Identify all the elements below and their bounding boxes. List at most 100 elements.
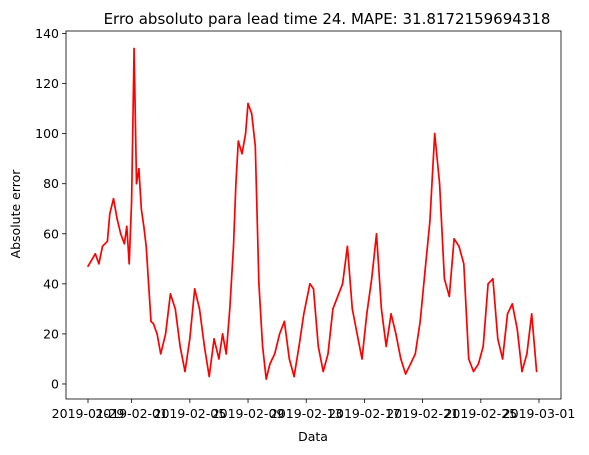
data-point	[487, 283, 489, 285]
y-tick-label: 0	[51, 376, 59, 391]
x-axis: 2019-01-292019-02-012019-02-052019-02-09…	[52, 399, 576, 421]
data-point	[116, 218, 118, 220]
data-point	[433, 132, 436, 135]
data-point	[198, 308, 201, 310]
data-point	[390, 313, 392, 315]
data-point	[404, 373, 407, 375]
data-point	[250, 112, 253, 115]
data-point	[458, 245, 460, 248]
data-point	[351, 308, 354, 310]
data-point	[309, 283, 311, 285]
data-point	[232, 245, 235, 248]
data-point	[293, 375, 295, 378]
x-tick-label: 2019-02-13	[270, 406, 343, 421]
x-tick-label: 2019-02-17	[328, 406, 401, 421]
data-point	[303, 313, 305, 315]
y-tick-label: 20	[43, 326, 59, 341]
data-point	[225, 353, 227, 355]
data-point	[237, 140, 240, 142]
x-tick-label: 2019-02-09	[212, 406, 285, 421]
data-point	[472, 370, 475, 373]
data-point	[535, 370, 538, 373]
data-point	[140, 207, 143, 210]
data-point	[506, 313, 509, 315]
data-point	[278, 333, 281, 335]
y-tick-label: 80	[43, 176, 59, 191]
data-point	[123, 243, 126, 245]
data-point	[138, 167, 140, 170]
x-tick-label: 2019-02-05	[154, 406, 227, 421]
data-point	[336, 295, 339, 298]
x-tick-label: 2019-03-01	[503, 406, 576, 421]
y-tick-label: 60	[43, 226, 59, 241]
data-point	[112, 197, 115, 200]
data-point	[327, 353, 329, 355]
data-point	[184, 370, 186, 373]
data-point	[346, 245, 349, 248]
data-point	[203, 345, 206, 348]
data-point	[87, 265, 89, 268]
data-point	[208, 375, 210, 378]
data-point	[453, 238, 455, 240]
data-point	[261, 345, 264, 348]
data-point	[273, 353, 276, 355]
data-point	[370, 278, 373, 280]
data-point	[189, 338, 191, 340]
data-point	[156, 333, 158, 335]
y-tick-label: 100	[35, 126, 59, 141]
data-point	[429, 220, 431, 223]
data-point	[101, 245, 104, 248]
data-point	[150, 320, 152, 323]
x-tick-label: 2019-02-21	[386, 406, 459, 421]
data-point	[135, 182, 138, 185]
data-point	[221, 333, 224, 335]
y-tick-label: 120	[35, 76, 59, 91]
data-point	[497, 338, 499, 340]
data-point	[400, 358, 402, 360]
y-axis-label: Absolute error	[8, 169, 23, 259]
data-point	[126, 225, 128, 228]
data-point	[341, 283, 344, 285]
data-point	[169, 293, 172, 295]
data-point	[366, 313, 368, 315]
data-point	[322, 370, 325, 373]
data-point	[109, 212, 111, 215]
series-line-0	[87, 47, 538, 380]
data-point	[174, 308, 177, 310]
data-point	[414, 353, 417, 355]
data-point	[492, 278, 494, 280]
data-point	[241, 152, 243, 155]
data-point	[409, 363, 412, 365]
data-point	[395, 333, 397, 335]
data-point	[385, 345, 388, 348]
data-point	[244, 132, 247, 135]
data-point	[298, 345, 300, 348]
data-point	[265, 378, 268, 380]
data-point	[258, 283, 260, 285]
data-point	[193, 288, 196, 290]
data-point	[501, 358, 504, 360]
data-point	[424, 270, 426, 273]
data-point	[106, 240, 109, 243]
data-point	[317, 345, 320, 348]
data-point	[128, 263, 130, 265]
plot-layer	[87, 47, 538, 380]
data-point	[482, 345, 485, 348]
data-point	[119, 233, 122, 235]
chart-title: Erro absoluto para lead time 24. MAPE: 3…	[104, 10, 551, 28]
data-point	[179, 345, 181, 348]
data-point	[356, 333, 358, 335]
data-point	[98, 263, 100, 265]
x-tick-label: 2019-02-01	[95, 406, 168, 421]
data-point	[511, 303, 514, 305]
data-point	[94, 253, 97, 255]
data-point	[443, 278, 446, 280]
data-point	[143, 225, 145, 228]
plot-area	[65, 30, 562, 400]
data-point	[463, 263, 465, 265]
data-point	[419, 320, 422, 323]
data-point	[159, 353, 162, 355]
data-point	[288, 358, 291, 360]
data-point	[312, 288, 315, 290]
